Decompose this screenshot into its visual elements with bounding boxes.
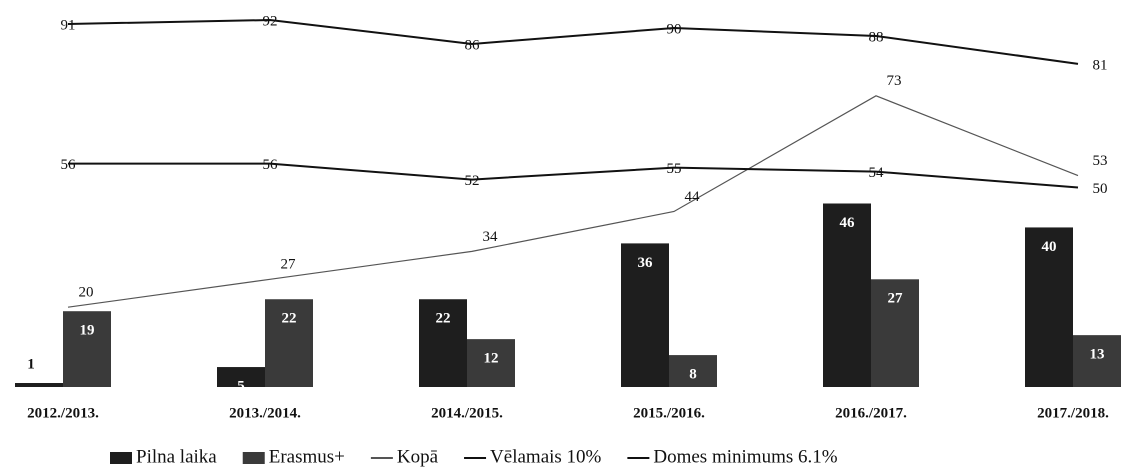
line-label: 86	[465, 37, 481, 53]
bar-label: 22	[282, 311, 297, 327]
bar	[217, 367, 265, 387]
legend-swatch	[110, 452, 132, 464]
bar-label: 8	[689, 367, 697, 383]
bar	[669, 355, 717, 387]
bar	[823, 203, 871, 387]
bar-label: 22	[436, 311, 451, 327]
bar	[15, 383, 63, 387]
bar-label: 46	[840, 215, 856, 231]
bar	[265, 299, 313, 387]
line-label: 44	[685, 189, 701, 205]
x-tick-label: 2013./2014.	[229, 405, 301, 421]
line-label: 27	[281, 257, 297, 273]
bar	[621, 243, 669, 387]
x-tick-label: 2015./2016.	[633, 405, 705, 421]
legend-label: Domes minimums 6.1%	[653, 446, 837, 467]
line	[67, 95, 1079, 308]
bar	[871, 279, 919, 387]
line-label: 90	[667, 21, 682, 37]
line-label: 54	[869, 165, 885, 181]
bar	[419, 299, 467, 387]
bar	[63, 311, 111, 387]
bar-label: 19	[80, 323, 95, 339]
line-label: 52	[465, 173, 480, 189]
x-tick-label: 2017./2018.	[1037, 405, 1109, 421]
line-label: 55	[667, 161, 682, 177]
bar-label: 1	[27, 356, 35, 372]
legend-label: Erasmus+	[269, 446, 345, 467]
line-label: 20	[79, 285, 94, 301]
line-label: 50	[1093, 181, 1108, 197]
line-label: 56	[263, 157, 279, 173]
bar	[467, 339, 515, 387]
line	[67, 18, 1079, 65]
x-tick-label: 2014./2015.	[431, 405, 503, 421]
bar	[1073, 335, 1121, 387]
line-label: 91	[61, 17, 76, 33]
line	[68, 162, 1079, 189]
line-label: 73	[887, 73, 902, 89]
bar-label: 40	[1042, 239, 1057, 255]
legend-label: Vēlamais 10%	[490, 446, 602, 467]
legend-swatch	[242, 452, 265, 464]
x-tick-label: 2016./2017.	[835, 405, 907, 421]
line-label: 81	[1093, 57, 1108, 73]
bar-label: 5	[237, 378, 245, 394]
legend-label: Kopā	[397, 446, 439, 467]
bar	[1025, 227, 1073, 387]
bar-label: 12	[484, 351, 499, 367]
x-tick-label: 2012./2013.	[27, 405, 99, 421]
line-label: 56	[61, 157, 77, 173]
line-label: 34	[483, 229, 499, 245]
legend-label: Pilna laika	[136, 446, 217, 467]
bar-label: 13	[1090, 347, 1105, 363]
line-label: 53	[1093, 153, 1108, 169]
line-label: 88	[869, 29, 884, 45]
line-label: 92	[263, 13, 278, 29]
bar-label: 36	[638, 255, 654, 271]
bar-label: 27	[888, 291, 904, 307]
